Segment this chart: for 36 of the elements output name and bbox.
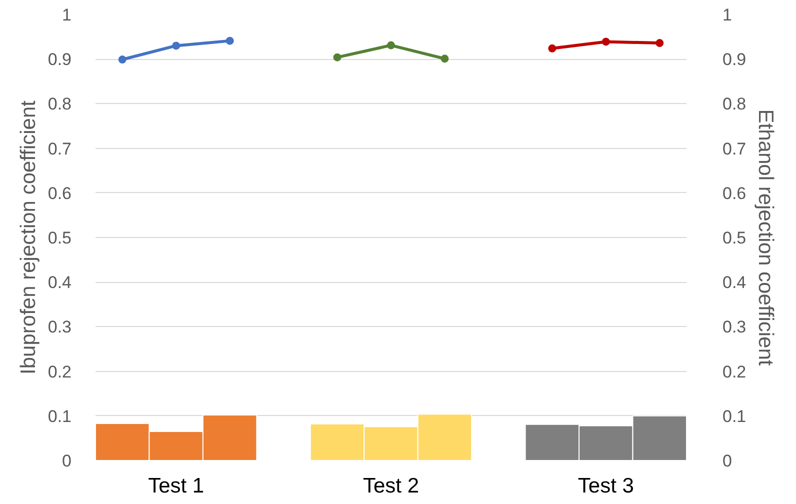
y2-tick-label: 0.6	[722, 184, 746, 203]
point	[440, 54, 449, 63]
point	[226, 36, 234, 45]
y-tick-label: 0.9	[48, 50, 72, 70]
y2-tick-label: 0.3	[722, 318, 746, 337]
point	[118, 56, 126, 64]
y2-tick-label: 0.5	[722, 228, 746, 248]
y-tick-label: 0	[62, 452, 72, 470]
y2-tick-label: 0.1	[722, 406, 746, 426]
point	[656, 39, 664, 48]
y2-axis-title: Ethanol rejection coefficient	[754, 109, 778, 366]
y-tick-label: 0.3	[48, 318, 72, 337]
y-tick-label: 0.4	[48, 273, 72, 292]
y-tick-label: 0.6	[48, 184, 72, 203]
y-tick-label: 1	[62, 6, 72, 24]
point	[548, 44, 556, 52]
point	[172, 42, 180, 50]
x-tick-label: Test 2	[362, 474, 420, 498]
y-tick-label: 0.5	[48, 228, 72, 248]
x-tick-label: Test 3	[578, 474, 634, 498]
y2-tick-label: 1	[722, 6, 732, 24]
y2-tick-label: 0.2	[722, 362, 746, 382]
y-tick-label: 0.8	[48, 94, 72, 114]
point	[387, 41, 395, 50]
point	[333, 53, 342, 62]
y2-tick-label: 0.4	[722, 273, 746, 292]
point	[602, 38, 610, 46]
y-tick-label: 0.2	[48, 362, 72, 382]
y-tick-label: 0.1	[48, 406, 72, 426]
y2-tick-label: 0.9	[722, 50, 746, 70]
x-tick-label: Test 1	[148, 474, 204, 498]
y-axis-title: Ibuprofen rejection coefficient	[16, 100, 40, 374]
y2-tick-label: 0.7	[722, 139, 746, 158]
y2-tick-label: 0	[722, 452, 732, 470]
y2-tick-label: 0.8	[722, 94, 746, 114]
y-tick-label: 0.7	[48, 139, 72, 158]
